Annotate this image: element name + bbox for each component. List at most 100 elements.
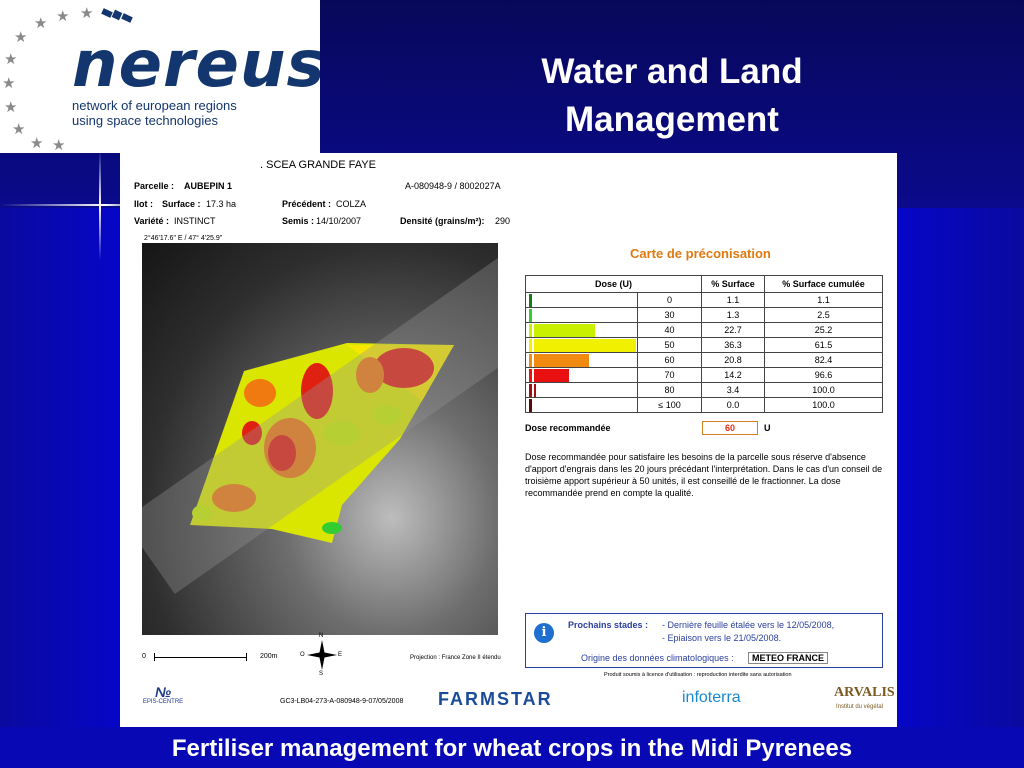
star-icon: ★ [12,121,26,138]
surface-value: 3.4 [701,382,765,398]
dose-reco-value: 60 [702,421,758,435]
col-surface-header: % Surface [701,275,765,293]
surface-value: 22.7 [701,322,765,338]
stade-2: - Epiaison vers le 21/05/2008. [662,633,782,643]
star-icon: ★ [56,8,70,25]
logo-wordmark: nereus [72,28,320,102]
col-cumul-header: % Surface cumulée [763,275,884,293]
dose-value: 70 [637,367,702,383]
surface-value: 1.3 [701,307,765,323]
semis-value: 14/10/2007 [316,216,362,226]
star-icon: ★ [34,15,48,32]
dose-bar [526,324,596,337]
dose-bar-cell [525,322,638,338]
licence-note: Produit soumis à licence d'utilisation :… [604,672,792,678]
surface-label: Surface : [162,199,201,209]
dose-value: 80 [637,382,702,398]
surface-value: 0.0 [701,397,765,413]
compass-rose: N S O E [300,633,343,677]
cumul-value: 2.5 [763,307,884,323]
table-row: 0 1.1 1.1 [525,292,884,308]
nereus-logo: ★ ★ ★ ★ ★ ★ ★ ★ ★ ★ nereus network of eu… [0,0,320,153]
surface-value: 20.8 [701,352,765,368]
variete-value: INSTINCT [174,216,216,226]
slide-title: Water and Land Management [541,52,803,139]
projection-note: Projection : France Zone II étendu [410,655,501,661]
cumul-value: 96.6 [763,367,884,383]
cumul-value: 1.1 [763,292,884,308]
satellite-icon [101,8,133,23]
recommendation-text: Dose recommandée pour satisfaire les bes… [525,452,883,498]
dose-bar [526,369,569,382]
origine-label: Origine des données climatologiques : [581,653,734,663]
surface-value: 17.3 ha [206,199,237,209]
dose-bar [526,339,636,352]
dose-value: 50 [637,337,702,353]
dose-bar [526,309,533,322]
scale-tick [246,653,247,661]
surface-value: 36.3 [701,337,765,353]
dose-value: 40 [637,322,702,338]
report-reference: A-080948-9 / 8002027A [405,181,501,191]
precedent-label: Précédent : [282,199,332,209]
dose-map-overlay [190,343,454,543]
densite-label: Densité (grains/m²): [400,216,485,226]
cumul-value: 100.0 [763,382,884,398]
logo-tagline: network of european regions using space … [72,98,237,128]
dose-bar [526,399,532,412]
cumul-value: 61.5 [763,337,884,353]
field-map[interactable] [142,243,498,635]
dose-bar-cell [525,352,638,368]
map-coordinates: 2°46'17.6" E / 47° 4'25.9" [144,235,223,242]
surface-value: 14.2 [701,367,765,383]
star-icon: ★ [4,99,18,116]
dose-table: Dose (U) % Surface % Surface cumulée 0 1.… [525,275,884,413]
lens-flare [0,204,150,206]
footer-background [0,727,1024,768]
slide-caption: Fertiliser management for wheat crops in… [171,735,853,762]
left-background [0,208,120,768]
arvalis-tagline: Institut du végétal [836,704,884,710]
ilot-label: Ilot : [134,199,153,209]
table-row: 40 22.7 25.2 [525,322,884,338]
dose-value: 60 [637,352,702,368]
dose-bar [526,294,532,307]
prochains-label: Prochains stades : [568,620,649,630]
dose-bar-cell [525,382,638,398]
scale-tick [154,653,155,661]
surface-value: 1.1 [701,292,765,308]
dose-value: 30 [637,307,702,323]
dose-bar-cell [525,367,638,383]
scale-end: 200m [260,653,278,660]
info-icon: i [534,623,554,643]
dose-bar [526,384,536,397]
farm-name: . SCEA GRANDE FAYE [260,159,376,171]
dose-value: 0 [637,292,702,308]
dose-reco-unit: U [764,423,771,433]
dose-bar [526,354,589,367]
lens-flare [99,150,101,260]
meteo-france-logo: METEO FRANCE [748,652,828,664]
arvalis-logo: ARVALIS [834,685,895,700]
report-document: . SCEA GRANDE FAYE Parcelle : AUBEPIN 1 … [120,153,897,727]
cumul-value: 82.4 [763,352,884,368]
document-reference: GC3-LB04-273-A-080948-9-07/05/2008 [280,698,404,705]
parcelle-label: Parcelle : [134,181,175,191]
variete-label: Variété : [134,216,170,226]
scale-bar [154,657,246,658]
farmstar-logo: FARMSTAR [438,689,553,709]
star-icon: ★ [80,5,94,22]
table-row: 60 20.8 82.4 [525,352,884,368]
info-panel: i Prochains stades : - Dernière feuille … [525,613,883,668]
cumul-value: 100.0 [763,397,884,413]
densite-value: 290 [495,216,511,226]
table-row: ≤ 100 0.0 100.0 [525,397,884,413]
stade-1: - Dernière feuille étalée vers le 12/05/… [662,620,835,630]
precedent-value: COLZA [336,199,367,209]
star-icon: ★ [2,75,16,92]
dose-bar-cell [525,337,638,353]
compass-icon [307,640,337,670]
table-row: 70 14.2 96.6 [525,367,884,383]
star-icon: ★ [52,137,66,153]
dose-bar-cell [525,397,638,413]
